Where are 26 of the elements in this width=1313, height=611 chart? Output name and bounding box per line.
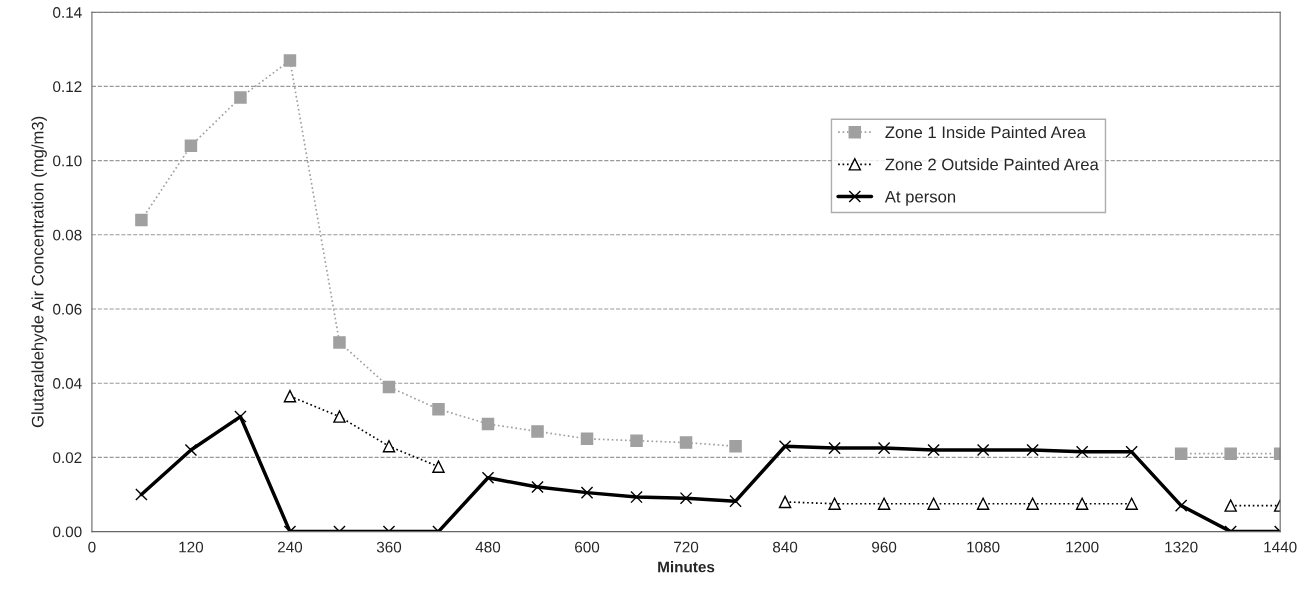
y-tick-label: 0.00 <box>53 526 82 538</box>
x-tick-label: 960 <box>872 541 897 553</box>
x-tick-label: 240 <box>277 541 303 553</box>
legend-label: Zone 2 Outside Painted Area <box>885 158 1099 171</box>
y-tick-label: 0.04 <box>53 378 82 389</box>
x-tick-label: 840 <box>772 541 798 553</box>
x-tick-label: 1320 <box>1165 541 1198 553</box>
x-tick-label: 1200 <box>1066 541 1099 553</box>
y-axis-title: Glutaraldehyde Air Concentration (mg/m3) <box>31 116 47 428</box>
x-tick-label: 720 <box>674 541 699 553</box>
x-tick-label: 1080 <box>967 541 1000 553</box>
y-tick-label: 0.08 <box>53 229 82 241</box>
x-tick-label: 1440 <box>1264 541 1297 553</box>
y-tick-label: 0.12 <box>53 81 82 93</box>
legend-label: Zone 1 Inside Painted Area <box>885 125 1086 139</box>
x-tick-label: 360 <box>376 541 402 553</box>
x-axis-title: Minutes <box>658 561 715 573</box>
x-tick-label: 600 <box>575 541 600 553</box>
y-tick-label: 0.10 <box>53 155 82 167</box>
x-tick-label: 0 <box>88 541 96 553</box>
x-tick-label: 480 <box>475 541 501 553</box>
legend-label: At person <box>884 190 956 206</box>
x-tick-label: 120 <box>179 541 204 553</box>
y-tick-label: 0.02 <box>53 452 82 464</box>
y-tick-label: 0.14 <box>53 7 82 18</box>
y-tick-label: 0.06 <box>53 303 82 315</box>
